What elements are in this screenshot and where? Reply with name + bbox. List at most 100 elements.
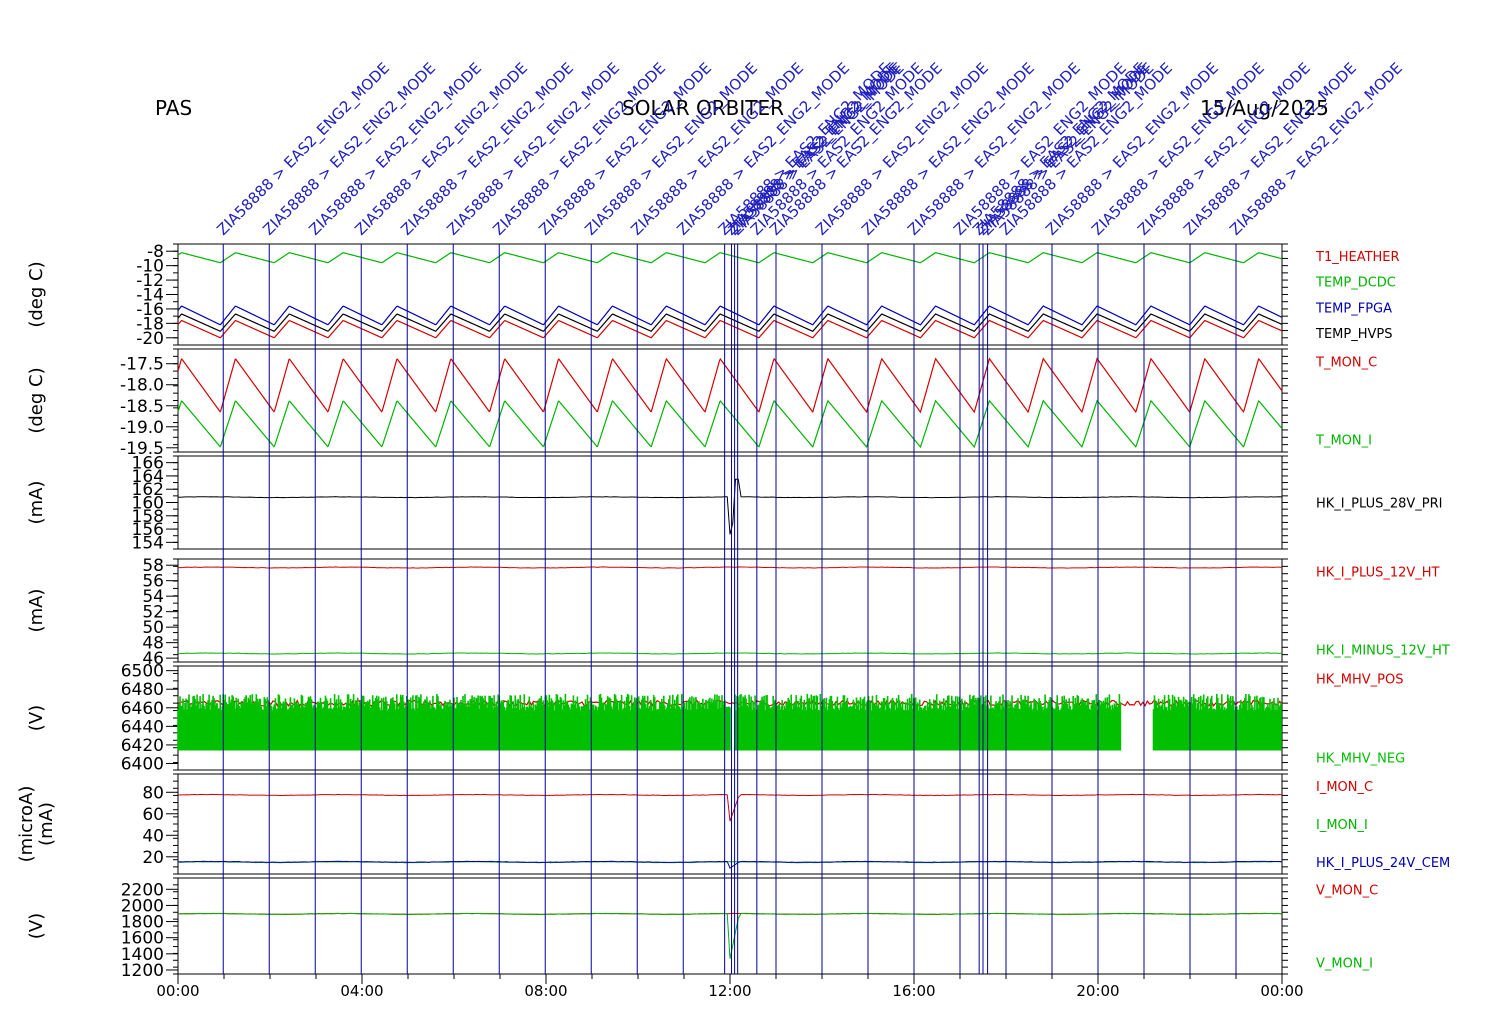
x-tick-label: 00:00 [1260,982,1303,1000]
y-tick-label: 48 [142,634,164,654]
y-axis-label: (V) [26,705,47,731]
y-tick-label: 6440 [121,717,164,737]
x-tick-label: 16:00 [892,982,935,1000]
panel-frame [177,877,1283,975]
legend-label: I_MON_C [1316,780,1373,795]
y-tick-label: 1400 [121,945,164,965]
series-TEMP_DCDC [177,252,1283,264]
y-tick-label: 1600 [121,929,164,949]
y-tick-label: -8 [147,242,164,262]
x-tick-label: 08:00 [524,982,567,1000]
y-tick-label: -18 [136,314,164,334]
y-tick-label: 80 [142,783,164,803]
y-tick-label: -16 [136,300,164,320]
legend-label: T_MON_I [1315,434,1372,449]
series-HK_I_PLUS_12V_HT [177,566,1283,569]
y-tick-label: -20 [136,329,164,349]
y-tick-label: -18.0 [120,376,164,396]
y-tick-label: 156 [132,520,164,540]
legend-label: HK_MHV_NEG [1316,752,1405,767]
y-tick-label: 160 [132,494,164,514]
panel-frame [177,773,1283,875]
y-tick-label: 166 [132,454,164,474]
y-axis-label: (mA) [26,481,47,525]
panel-frame [177,455,1283,550]
y-axis-label: (V) [26,913,47,939]
y-tick-label: 46 [142,649,164,669]
y-tick-label: 6400 [121,755,164,775]
y-tick-label: -17.5 [120,355,164,375]
y-tick-label: 2200 [121,880,164,900]
x-axis: 00:00 04:00 08:00 12:00 16:00 20:00 00:00 [156,974,1304,1000]
x-tick-label: 20:00 [1076,982,1119,1000]
y-tick-label: 6460 [121,699,164,719]
series-I_MON_C [177,793,1283,822]
y-tick-label: 6480 [121,680,164,700]
legend-label: HK_MHV_POS [1316,672,1404,687]
legend-label: V_MON_I [1316,956,1373,971]
y-tick-label: 1200 [121,961,164,981]
y-tick-label: 162 [132,480,164,500]
y-tick-label: 154 [132,533,164,553]
y-tick-label: 40 [142,826,164,846]
header-right: 15/Aug/2025 [1200,96,1329,120]
panel-temps: -8-10-12-14-16-18-20 (deg C) T1_HEATHER TEM… [26,242,1400,349]
y-tick-label: 158 [132,507,164,527]
y-tick-label: -19.0 [120,418,164,438]
series-T_MON_C [177,357,1283,414]
y-tick-label: 2000 [121,896,164,916]
legend-label: I_MON_I [1316,818,1368,833]
y-tick-label: -12 [136,271,164,291]
y-tick-label: -10 [136,257,164,277]
y-axis-label: (deg C) [26,261,47,327]
legend-label: T_MON_C [1315,355,1377,370]
y-tick-label: 58 [142,556,164,576]
legend-label: TEMP_HVPS [1315,327,1392,342]
y-tick-label: 54 [142,587,164,607]
legend-label: HK_I_MINUS_12V_HT [1316,644,1450,659]
legend-label: T1_HEATHER [1315,250,1400,265]
y-tick-label: 56 [142,572,164,592]
y-tick-label: 6420 [121,736,164,756]
header-left: PAS [155,96,193,120]
y-axis-label: (mA) [26,589,47,633]
y-tick-label: 52 [142,603,164,623]
legend-label: HK_I_PLUS_28V_PRI [1316,497,1442,512]
series-V_MON_I [177,912,1283,959]
legend-label: HK_I_PLUS_12V_HT [1316,565,1440,580]
legend-label: HK_I_PLUS_24V_CEM [1316,856,1450,871]
series-HK_MHV_NEG [177,693,1282,751]
y-tick-label: 1800 [121,913,164,933]
series-T_MON_I [177,399,1283,449]
legend-label: V_MON_C [1316,884,1378,899]
x-tick-label: 12:00 [708,982,751,1000]
y-tick-label: 50 [142,618,164,638]
series-HK_I_MINUS_12V_HT [177,652,1283,655]
x-tick-label: 04:00 [340,982,383,1000]
header-center: SOLAR ORBITER [622,96,784,120]
legend-label: TEMP_FPGA [1315,301,1392,316]
y-tick-label: 20 [142,848,164,868]
legend-label: TEMP_DCDC [1315,276,1396,291]
y-axis-label: (microA) [16,786,37,863]
series-HK_I_PLUS_28V_PRI [177,478,1283,535]
x-tick-label: 00:00 [156,982,199,1000]
y-axis-label: (mA) [36,802,57,846]
y-tick-label: 60 [142,805,164,825]
panel-frame [177,348,1283,453]
panels: -8-10-12-14-16-18-20 (deg C) T1_HEATHER TEM… [16,242,1450,981]
panel-frame [177,243,1283,346]
y-tick-label: -19.5 [120,439,164,459]
y-tick-label: 164 [132,467,164,487]
y-tick-label: 6500 [121,662,164,682]
y-tick-label: -14 [136,286,164,306]
y-tick-label: -18.5 [120,397,164,417]
panel-tmon: -17.5-18.0-18.5-19.0-19.5 (deg C) T_MON_C T… [26,348,1377,459]
